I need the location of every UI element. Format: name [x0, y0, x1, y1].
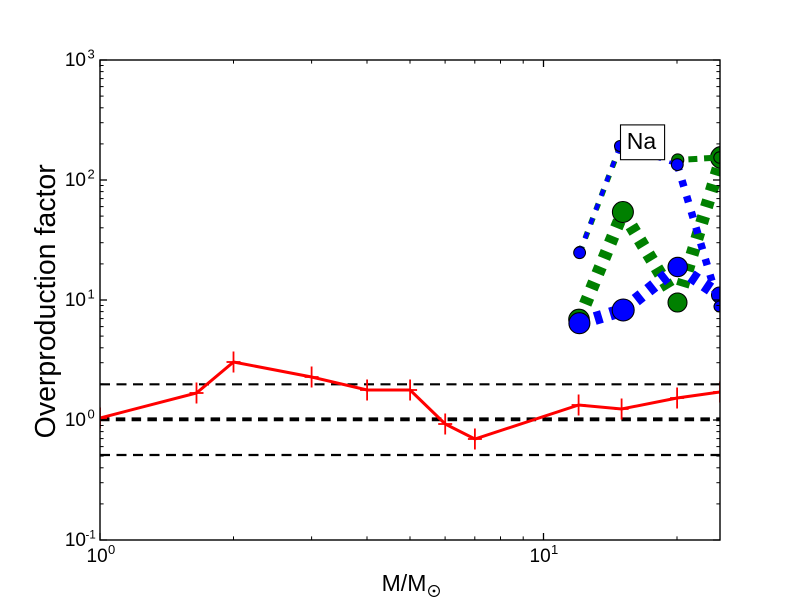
svg-text:M/M: M/M	[382, 570, 427, 596]
svg-text:10: 10	[87, 546, 108, 567]
svg-text:1: 1	[551, 542, 558, 557]
svg-text:10: 10	[65, 50, 86, 71]
svg-text:10: 10	[530, 546, 551, 567]
svg-text:Na: Na	[627, 128, 657, 154]
svg-text:10: 10	[65, 170, 86, 191]
svg-text:0: 0	[108, 542, 115, 557]
svg-text:0: 0	[88, 406, 95, 421]
svg-text:-1: -1	[86, 529, 96, 541]
svg-text:10: 10	[65, 290, 86, 311]
svg-text:10: 10	[65, 530, 86, 551]
svg-text:1: 1	[88, 286, 95, 301]
svg-text:2: 2	[88, 166, 95, 181]
svg-text:Overproduction factor: Overproduction factor	[30, 164, 62, 439]
svg-text:10: 10	[65, 410, 86, 431]
svg-text:3: 3	[88, 46, 95, 61]
